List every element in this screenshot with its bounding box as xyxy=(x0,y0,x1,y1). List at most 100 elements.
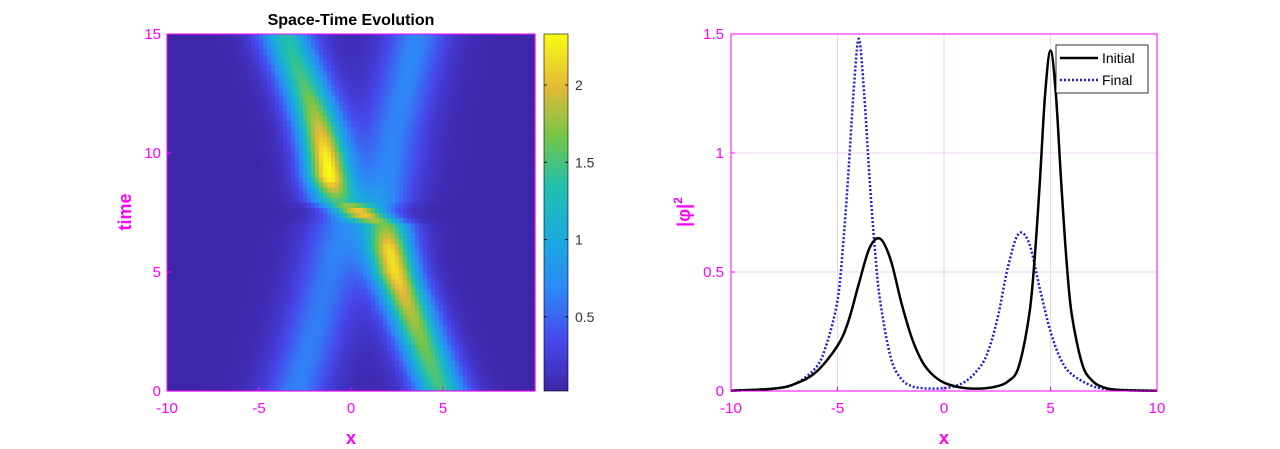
heatmap-cell xyxy=(451,207,456,214)
heatmap-cell xyxy=(267,324,272,331)
heatmap-cell xyxy=(519,319,524,326)
heatmap-cell xyxy=(479,360,484,367)
heatmap-cell xyxy=(523,289,528,295)
heatmap-cell xyxy=(443,380,448,387)
heatmap-cell xyxy=(443,268,448,275)
heatmap-cell xyxy=(411,345,416,351)
heatmap-cell xyxy=(247,294,252,300)
heatmap-cell xyxy=(519,299,524,305)
heatmap-cell xyxy=(531,283,536,290)
heatmap-cell xyxy=(479,365,484,372)
heatmap-cell xyxy=(243,232,248,239)
heatmap-cell xyxy=(339,197,344,203)
heatmap-cell xyxy=(275,120,280,127)
heatmap-cell xyxy=(207,222,212,229)
heatmap-cell xyxy=(475,278,480,285)
heatmap-cell xyxy=(319,176,324,183)
heatmap-cell xyxy=(327,115,332,122)
heatmap-cell xyxy=(359,273,364,280)
heatmap-cell xyxy=(251,258,256,265)
heatmap-cell xyxy=(255,278,260,285)
heatmap-cell xyxy=(407,283,412,290)
heatmap-cell xyxy=(191,238,196,244)
heatmap-cell xyxy=(171,334,176,341)
heatmap-cell xyxy=(323,187,328,193)
heatmap-cell xyxy=(263,130,268,137)
heatmap-cell xyxy=(167,217,172,224)
heatmap-cell xyxy=(455,268,460,275)
heatmap-cell xyxy=(299,350,304,356)
heatmap-cell xyxy=(439,273,444,280)
heatmap-cell xyxy=(511,365,516,372)
heatmap-cell xyxy=(435,355,440,361)
heatmap-cell xyxy=(299,120,304,127)
heatmap-cell xyxy=(491,181,496,188)
heatmap-cell xyxy=(255,329,260,336)
heatmap-cell xyxy=(275,253,280,259)
heatmap-cell xyxy=(435,217,440,224)
heatmap-cell xyxy=(299,370,304,377)
heatmap-cell xyxy=(427,115,432,122)
heatmap-cell xyxy=(243,273,248,280)
heatmap-cell xyxy=(231,232,236,239)
heatmap-cell xyxy=(439,268,444,275)
heatmap-cell xyxy=(199,156,204,163)
heatmap-cell xyxy=(199,227,204,234)
heatmap-cell xyxy=(287,141,292,147)
heatmap-cell xyxy=(255,156,260,163)
heatmap-cell xyxy=(183,120,188,127)
heatmap-cell xyxy=(439,227,444,234)
heatmap-cell xyxy=(323,156,328,163)
heatmap-cell xyxy=(527,268,532,275)
heatmap-cell xyxy=(323,289,328,295)
heatmap-cell xyxy=(387,130,392,137)
heatmap-cell xyxy=(403,324,408,331)
heatmap-cell xyxy=(323,125,328,132)
heatmap-cell xyxy=(411,278,416,285)
heatmap-cell xyxy=(295,329,300,336)
heatmap-cell xyxy=(179,207,184,214)
heatmap-cell xyxy=(507,273,512,280)
heatmap-cell xyxy=(179,187,184,193)
heatmap-cell xyxy=(255,309,260,316)
heatmap-cell xyxy=(267,192,272,198)
heatmap-cell xyxy=(195,319,200,326)
heatmap-cell xyxy=(423,375,428,382)
heatmap-cell xyxy=(239,130,244,137)
heatmap-cell xyxy=(239,375,244,382)
heatmap-cell xyxy=(491,268,496,275)
heatmap-cell xyxy=(435,268,440,275)
heatmap-cell xyxy=(331,334,336,341)
heatmap-cell xyxy=(431,385,436,392)
heatmap-cell xyxy=(399,202,404,208)
heatmap-cell xyxy=(215,181,220,188)
heatmap-cell xyxy=(291,207,296,214)
heatmap-cell xyxy=(451,365,456,372)
heatmap-cell xyxy=(203,187,208,193)
heatmap-cell xyxy=(279,345,284,351)
heatmap-cell xyxy=(251,309,256,316)
heatmap-cell xyxy=(187,258,192,265)
heatmap-cell xyxy=(375,294,380,300)
heatmap-cell xyxy=(279,263,284,270)
heatmap-cell xyxy=(395,350,400,356)
heatmap-cell xyxy=(227,385,232,392)
heatmap-cell xyxy=(279,197,284,203)
heatmap-cell xyxy=(459,243,464,249)
heatmap-cell xyxy=(271,385,276,392)
heatmap-cell xyxy=(231,243,236,249)
heatmap-cell xyxy=(299,314,304,321)
heatmap-cell xyxy=(179,385,184,392)
heatmap-cell xyxy=(311,238,316,244)
heatmap-cell xyxy=(475,227,480,234)
heatmap-cell xyxy=(223,243,228,249)
heatmap-cell xyxy=(191,329,196,336)
heatmap-cell xyxy=(519,136,524,142)
heatmap-cell xyxy=(259,238,264,244)
heatmap-cell xyxy=(355,350,360,356)
heatmap-cell xyxy=(219,309,224,316)
heatmap-cell xyxy=(175,222,180,229)
heatmap-cell xyxy=(251,380,256,387)
heatmap-cell xyxy=(395,370,400,377)
